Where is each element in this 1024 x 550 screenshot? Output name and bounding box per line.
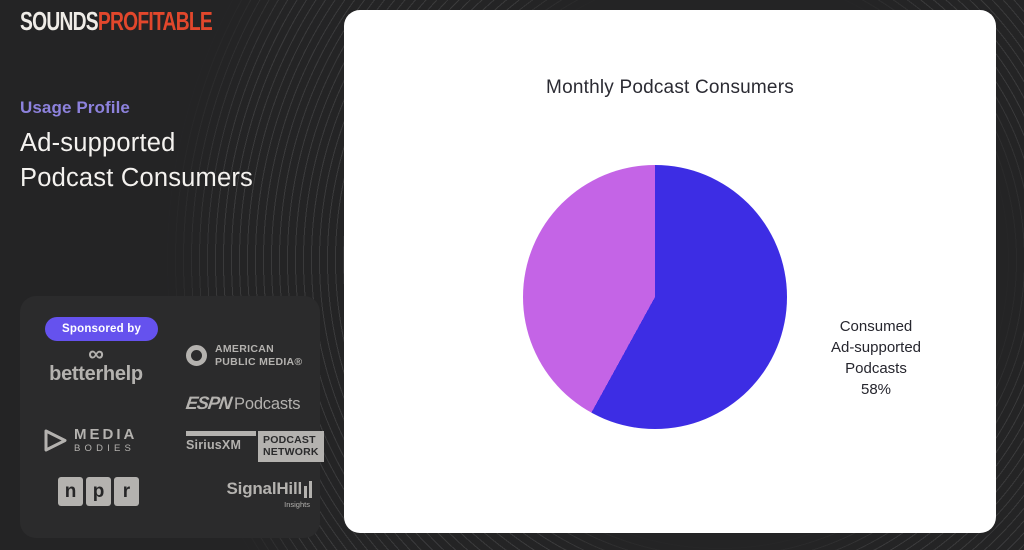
apm-wordmark: AMERICAN PUBLIC MEDIA®: [215, 343, 302, 368]
media-bodies-line1: MEDIA: [74, 426, 138, 443]
siriusxm-bar: [186, 431, 256, 436]
chart-card: Monthly Podcast Consumers Consumed Ad-su…: [344, 10, 996, 533]
sponsored-by-badge: Sponsored by: [45, 317, 159, 341]
apm-ring-icon: [186, 345, 207, 366]
npr-letter-box-r: r: [114, 477, 139, 506]
sponsor-panel: Sponsored by ∞ betterhelp AMERICAN PUBLI…: [20, 296, 324, 538]
annotation-line2: Ad-supported: [830, 339, 922, 356]
espn-wordmark: ESPN: [184, 393, 233, 413]
page-title-line2: Podcast Consumers: [20, 164, 253, 192]
annotation-line3: Podcasts: [845, 360, 907, 377]
play-triangle-icon: [44, 429, 67, 452]
sponsor-logo-siriusxm-podcast-network: SiriusXM PODCAST NETWORK: [186, 431, 324, 462]
pie-slice-annotation: Consumed Ad-supported Podcasts 58%: [791, 316, 961, 400]
npr-letter-box-n: n: [58, 477, 83, 506]
podcast-network-box: PODCAST NETWORK: [258, 431, 324, 462]
sponsor-logo-espn-podcasts: ESPNPodcasts: [184, 393, 301, 414]
betterhelp-wordmark: betterhelp: [49, 363, 143, 385]
apm-line2: PUBLIC MEDIA®: [215, 355, 303, 368]
annotation-line4: 58%: [860, 381, 892, 398]
brand-logo-profitable: PROFITABLE: [97, 6, 213, 36]
page-title: Ad-supported Podcast Consumers: [20, 126, 253, 196]
podcast-network-line2: NETWORK: [263, 445, 319, 458]
brand-logo: SOUNDSPROFITABLE: [20, 6, 213, 36]
sponsor-logo-betterhelp: ∞ betterhelp: [38, 341, 154, 386]
sponsor-logo-media-bodies: MEDIA BODIES: [42, 427, 137, 454]
annotation-line1: Consumed: [839, 318, 913, 335]
podcast-network-line1: PODCAST: [263, 434, 316, 446]
espn-podcasts-label: Podcasts: [234, 395, 301, 413]
infinity-icon: ∞: [88, 341, 104, 366]
sponsor-logo-american-public-media: AMERICAN PUBLIC MEDIA®: [186, 343, 302, 368]
sponsor-logo-signal-hill: SignalHill Insights: [202, 480, 312, 509]
media-bodies-line2: BODIES: [74, 443, 136, 454]
apm-line1: AMERICAN: [215, 343, 274, 355]
signal-hill-insights-label: Insights: [284, 500, 310, 509]
siriusxm-name: SiriusXM: [186, 438, 242, 452]
signal-bar-icon: [304, 486, 307, 498]
report-section-label: Usage Profile: [20, 98, 130, 117]
brand-logo-sounds: SOUNDS: [20, 6, 99, 36]
sponsor-logo-npr: n p r: [58, 477, 139, 506]
pie-chart: [523, 165, 787, 429]
chart-title: Monthly Podcast Consumers: [546, 77, 794, 98]
signal-bar-icon: [309, 481, 312, 498]
media-bodies-wordmark: MEDIA BODIES: [74, 426, 138, 455]
npr-letter-box-p: p: [86, 477, 111, 506]
page-title-line1: Ad-supported: [20, 129, 176, 157]
signal-hill-wordmark: SignalHill: [226, 479, 303, 498]
siriusxm-wordmark: SiriusXM: [186, 431, 256, 462]
